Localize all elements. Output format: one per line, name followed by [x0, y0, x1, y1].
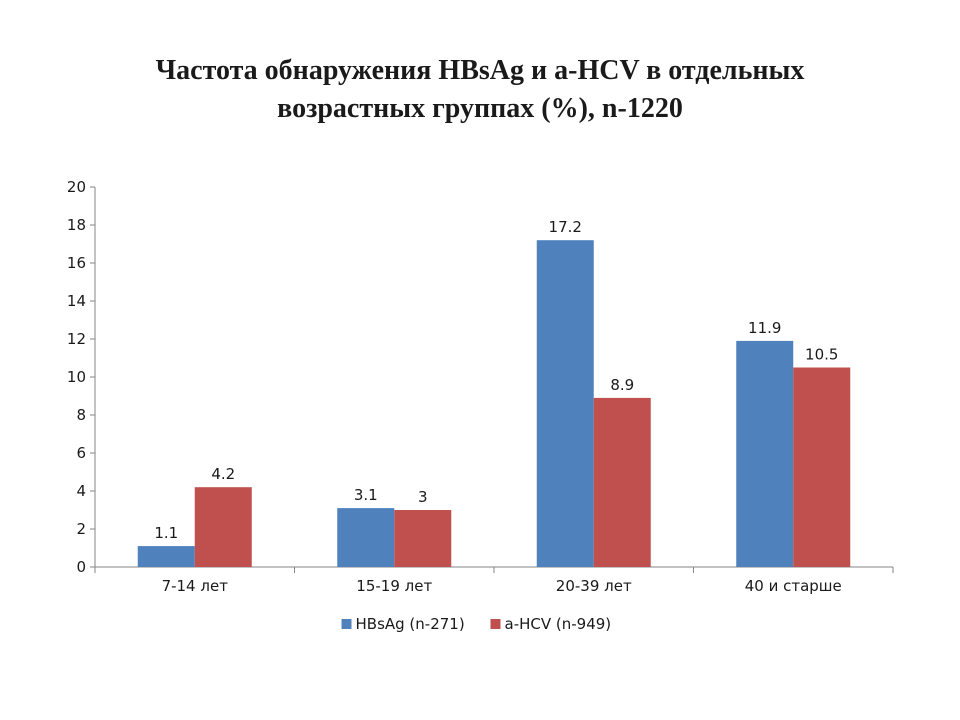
legend-label: a-HCV (n-949)	[505, 615, 612, 633]
data-label: 1.1	[154, 524, 178, 542]
y-tick-label: 20	[67, 178, 86, 196]
y-tick-label: 2	[76, 520, 86, 538]
bar	[536, 240, 594, 567]
bar	[793, 367, 851, 567]
bar	[337, 508, 395, 567]
legend-swatch	[490, 619, 501, 629]
data-label: 4.2	[211, 465, 235, 483]
data-label: 8.9	[610, 376, 634, 394]
x-tick-label: 15-19 лет	[356, 577, 432, 595]
data-label: 11.9	[748, 319, 781, 337]
bar	[593, 397, 651, 567]
x-tick-label: 40 и старше	[745, 577, 842, 595]
data-label: 3	[418, 488, 428, 506]
bar	[736, 340, 794, 567]
bar	[137, 546, 195, 567]
data-label: 3.1	[354, 486, 378, 504]
x-tick-label: 20-39 лет	[556, 577, 632, 595]
data-label: 17.2	[549, 218, 582, 236]
y-tick-label: 16	[67, 254, 86, 272]
chart-title: Частота обнаружения HBsAg и a-HCV в отде…	[0, 52, 960, 128]
x-tick-label: 7-14 лет	[162, 577, 229, 595]
y-tick-label: 4	[76, 482, 86, 500]
bar	[394, 510, 452, 567]
y-tick-label: 8	[76, 406, 86, 424]
chart-title-line-2: возрастных группах (%), n-1220	[277, 93, 683, 124]
y-tick-label: 6	[76, 444, 86, 462]
legend-label: HBsAg (n-271)	[356, 615, 465, 633]
data-label: 10.5	[805, 346, 838, 364]
chart-title-line-1: Частота обнаружения HBsAg и a-HCV в отде…	[155, 55, 805, 86]
bar	[194, 487, 252, 567]
y-tick-label: 0	[76, 558, 86, 576]
y-tick-label: 14	[67, 292, 86, 310]
y-tick-label: 10	[67, 368, 86, 386]
y-tick-label: 18	[67, 216, 86, 234]
y-tick-label: 12	[67, 330, 86, 348]
legend-swatch	[341, 619, 352, 629]
